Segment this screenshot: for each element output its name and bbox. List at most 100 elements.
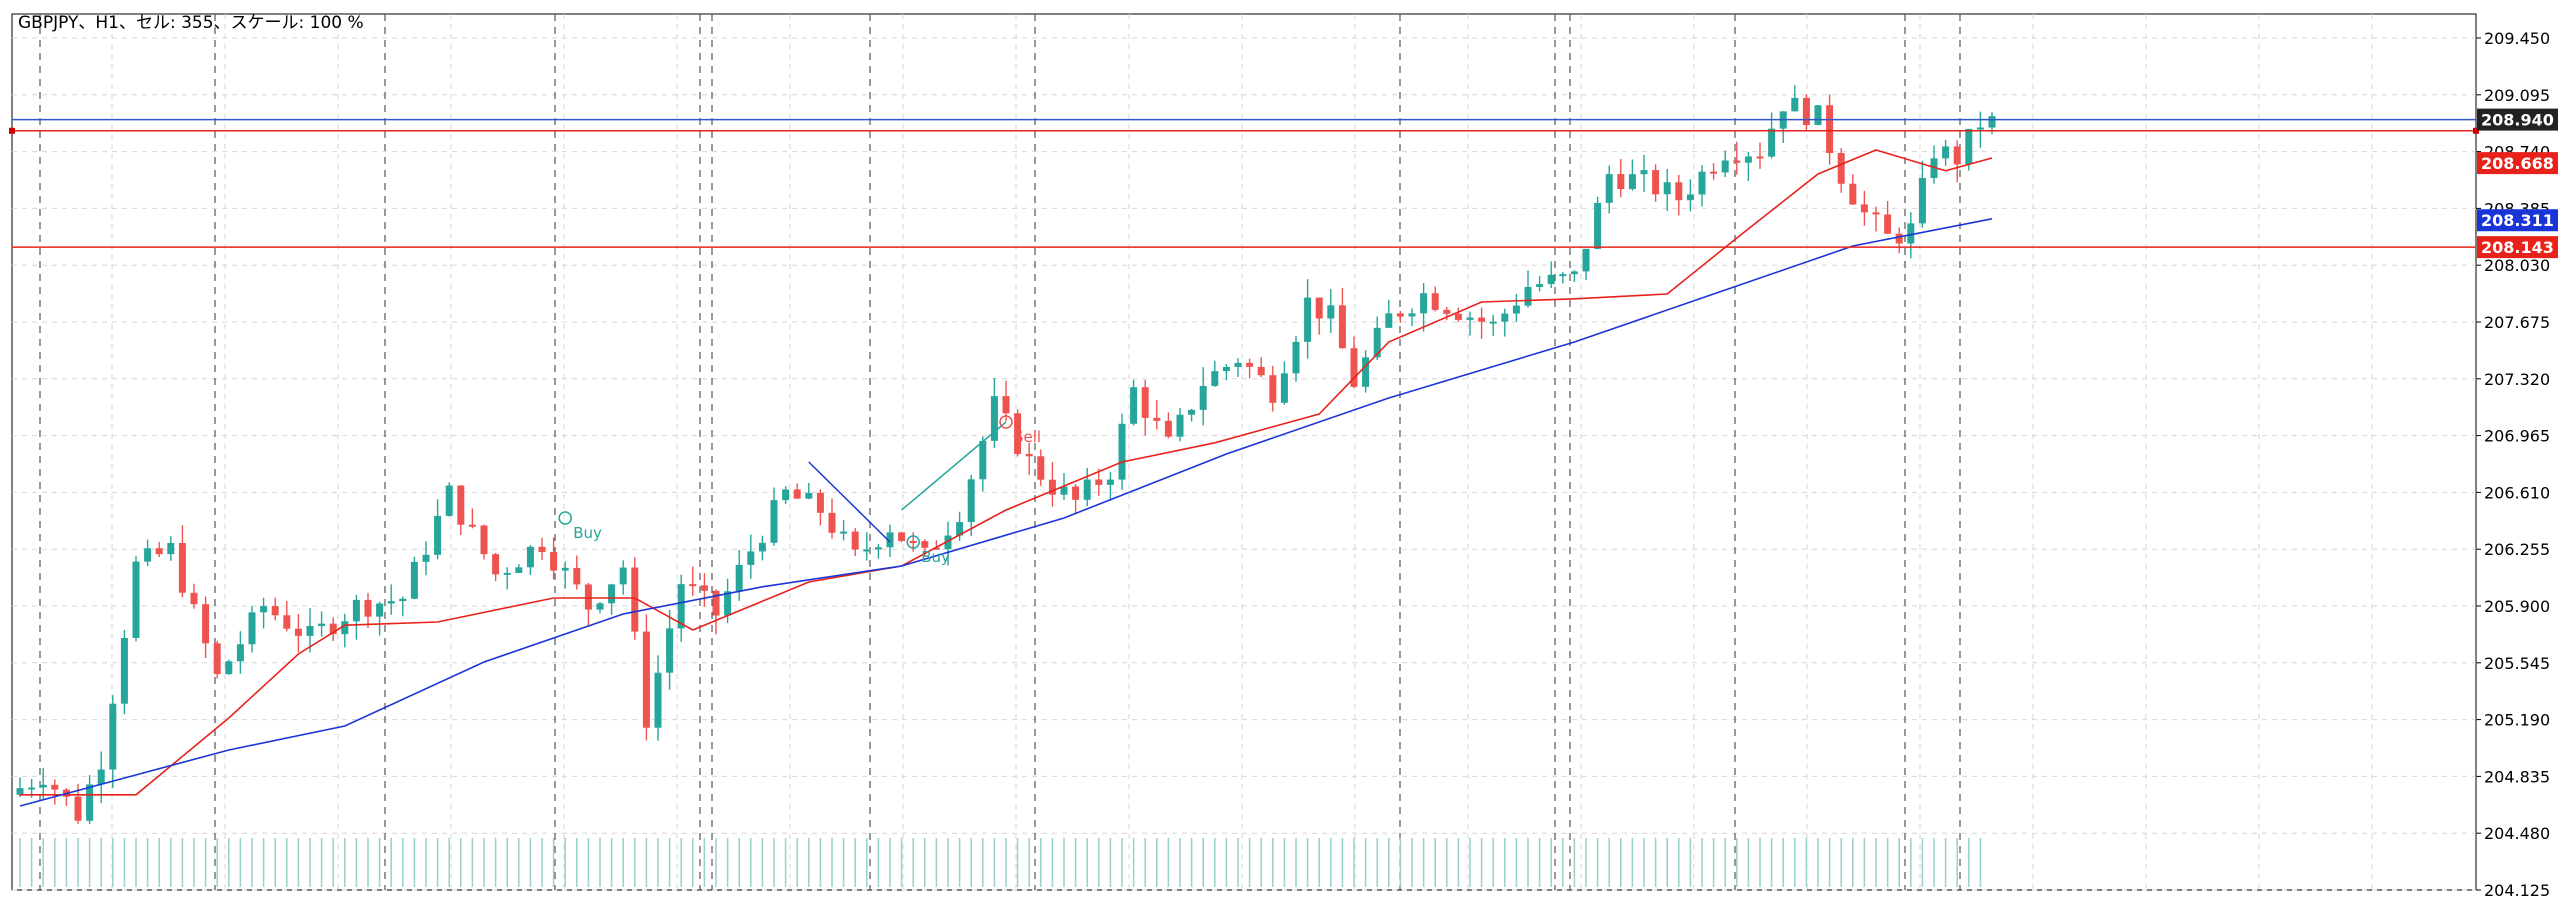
- y-tick-label: 206.965: [2484, 427, 2550, 446]
- candle-body: [387, 601, 395, 604]
- candle-body: [1547, 274, 1555, 285]
- candle-body: [422, 554, 430, 562]
- candle-body: [1953, 146, 1961, 165]
- candle-body: [689, 584, 697, 587]
- candle-body: [1594, 202, 1602, 249]
- candle-body: [840, 531, 848, 534]
- ma-fast-line: [20, 149, 1993, 796]
- y-tick-label: 206.255: [2484, 540, 2550, 559]
- candle-body: [1222, 366, 1230, 372]
- candle-body: [828, 512, 836, 533]
- candle-body: [399, 598, 407, 602]
- candle-body: [1106, 479, 1114, 485]
- candle-body: [956, 522, 964, 536]
- candle-body: [364, 599, 372, 617]
- candle-body: [1141, 387, 1149, 418]
- candle-body: [1037, 456, 1045, 480]
- candle-body: [1895, 233, 1903, 244]
- candle-body: [410, 561, 418, 599]
- candle-body: [596, 603, 604, 610]
- y-tick-label: 205.190: [2484, 711, 2550, 730]
- candle-body: [724, 591, 732, 616]
- candle-body: [654, 672, 662, 728]
- candle-body: [1872, 212, 1880, 215]
- candle-body: [1327, 305, 1335, 319]
- candle-body: [619, 567, 627, 585]
- candle-body: [944, 535, 952, 550]
- candle-body: [1153, 417, 1161, 421]
- candle-body: [1721, 160, 1729, 173]
- trade-marker-label: Buy: [921, 548, 950, 566]
- candle-body: [1188, 409, 1196, 415]
- candle-body: [1907, 223, 1915, 244]
- candle-body: [863, 549, 871, 552]
- candle-body: [561, 567, 569, 571]
- candle-body: [120, 637, 128, 704]
- candle-body: [376, 603, 384, 617]
- candle-body: [538, 546, 546, 553]
- candle-body: [573, 567, 581, 585]
- candle-body: [1454, 313, 1462, 320]
- candle-body: [550, 552, 558, 571]
- candle-body: [584, 584, 592, 610]
- price-label-text: 208.940: [2481, 111, 2554, 130]
- candle-body: [1304, 297, 1312, 342]
- candle-body: [712, 590, 720, 616]
- candle-body: [1025, 453, 1033, 457]
- candle-body: [1072, 486, 1080, 500]
- candle-body: [816, 492, 824, 513]
- candle-body: [1280, 373, 1288, 403]
- candle-body: [1965, 128, 1973, 165]
- candle-body: [898, 532, 906, 542]
- candle-body: [642, 631, 650, 728]
- candle-body: [1918, 178, 1926, 224]
- candle-body: [434, 515, 442, 555]
- level-handle-left: [9, 127, 15, 134]
- trade-marker-icon: [906, 535, 920, 549]
- candle-body: [492, 554, 500, 575]
- candle-body: [306, 626, 314, 636]
- candle-body: [213, 643, 221, 675]
- candle-body: [932, 547, 940, 550]
- candle-body: [1686, 194, 1694, 201]
- level-handle-right: [2473, 127, 2479, 134]
- candle-body: [1118, 423, 1126, 480]
- candle-body: [1234, 362, 1242, 367]
- candle-body: [457, 485, 465, 525]
- candle-body: [631, 567, 639, 632]
- y-tick-label: 205.900: [2484, 597, 2550, 616]
- price-label-box: [2477, 209, 2558, 232]
- candle-body: [16, 788, 24, 795]
- candle-body: [225, 661, 233, 675]
- candle-body: [515, 567, 523, 573]
- candle-body: [329, 623, 337, 635]
- candle-body: [283, 615, 291, 629]
- candle-body: [1478, 317, 1486, 322]
- candle-body: [1733, 160, 1741, 163]
- candle-body: [1675, 182, 1683, 201]
- trend-line: [901, 421, 1007, 511]
- candle-body: [294, 628, 302, 636]
- candle-body: [1292, 341, 1300, 374]
- candle-body: [480, 525, 488, 555]
- candle-body: [178, 543, 186, 593]
- candle-body: [1338, 305, 1346, 349]
- candle-body: [1396, 313, 1404, 317]
- trade-marker-label: Sell: [1014, 428, 1041, 446]
- candle-body: [352, 599, 360, 622]
- candle-body: [341, 621, 349, 635]
- candle-body: [468, 524, 476, 527]
- candle-body: [909, 541, 917, 544]
- candle-body: [1976, 127, 1984, 130]
- candle-body: [805, 492, 813, 499]
- candle-body: [886, 532, 894, 548]
- candle-body: [248, 612, 256, 645]
- candle-body: [1362, 357, 1370, 387]
- candle-body: [86, 784, 94, 821]
- candle-body: [1582, 248, 1590, 272]
- candle-body: [1628, 174, 1636, 190]
- candle-body: [74, 796, 82, 821]
- candle-body: [1060, 486, 1068, 495]
